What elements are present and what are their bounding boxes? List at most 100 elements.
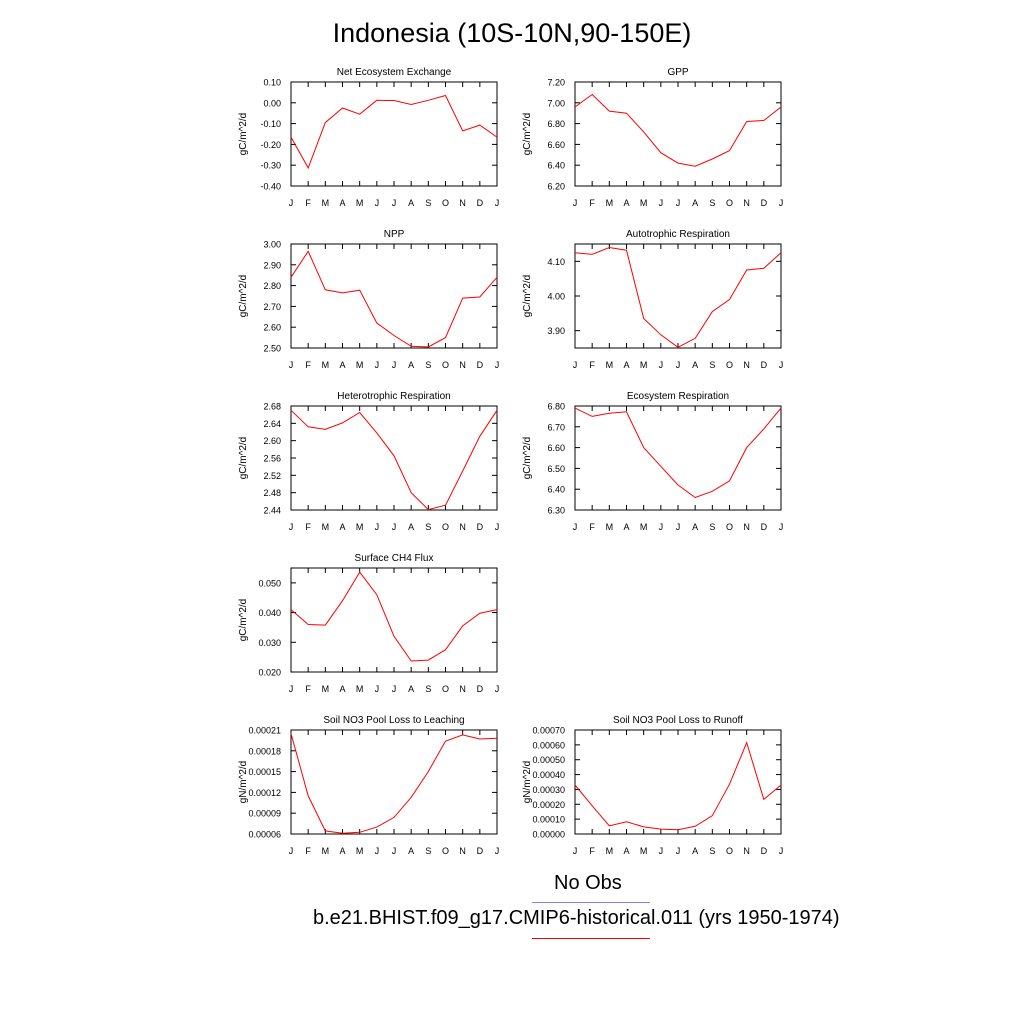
x-tick-label: J (289, 846, 294, 856)
y-tick-label: 6.30 (547, 506, 565, 516)
x-tick-label: J (779, 360, 784, 370)
y-tick-label: 0.030 (258, 638, 281, 648)
x-tick-label: J (392, 684, 397, 694)
x-tick-label: D (477, 522, 484, 532)
x-tick-label: J (495, 684, 500, 694)
x-tick-label: A (623, 846, 629, 856)
x-tick-label: M (356, 846, 364, 856)
x-tick-label: S (425, 846, 431, 856)
y-axis-label: gN/m^2/d (238, 761, 249, 804)
x-tick-label: O (726, 522, 733, 532)
y-tick-label: 2.64 (263, 419, 281, 429)
plot-frame (575, 244, 781, 348)
plot-frame (575, 82, 781, 186)
panel-title: NPP (384, 229, 405, 240)
series-line (575, 248, 781, 348)
y-axis-label: gC/m^2/d (238, 275, 249, 318)
y-tick-label: 6.60 (547, 140, 565, 150)
x-tick-label: M (322, 198, 330, 208)
x-tick-label: J (676, 522, 681, 532)
y-tick-label: 2.52 (263, 471, 281, 481)
x-tick-label: N (459, 360, 466, 370)
chart-panel-1: Net Ecosystem ExchangegC/m^2/dJ F M A M J J A S O… (238, 67, 499, 208)
y-tick-label: 6.40 (547, 161, 565, 171)
x-tick-label: A (408, 684, 414, 694)
x-tick-label: F (305, 198, 311, 208)
y-tick-label: 2.80 (263, 281, 281, 291)
x-tick-label: S (709, 360, 715, 370)
x-tick-label: N (459, 522, 466, 532)
x-tick-label: M (356, 360, 364, 370)
y-axis-label: gC/m^2/d (522, 275, 533, 318)
x-tick-label: M (322, 522, 330, 532)
x-tick-label: J (495, 846, 500, 856)
x-tick-label: J (659, 198, 664, 208)
x-tick-label: N (743, 522, 750, 532)
series-line (291, 572, 497, 661)
x-tick-label: A (408, 846, 414, 856)
x-tick-label: N (743, 360, 750, 370)
x-tick-label: S (425, 198, 431, 208)
y-tick-label: 0.00010 (532, 815, 565, 825)
plot-frame (291, 568, 497, 672)
x-tick-label: J (289, 198, 294, 208)
x-tick-label: J (659, 522, 664, 532)
x-tick-label: A (692, 846, 698, 856)
x-tick-label: M (356, 522, 364, 532)
x-tick-label: J (495, 360, 500, 370)
x-tick-label: O (442, 846, 449, 856)
x-tick-label: S (709, 522, 715, 532)
plot-frame (291, 244, 497, 348)
x-tick-label: D (477, 198, 484, 208)
x-tick-label: A (692, 360, 698, 370)
y-tick-label: 3.90 (547, 326, 565, 336)
x-tick-label: J (289, 360, 294, 370)
x-tick-label: J (573, 846, 578, 856)
x-tick-label: M (356, 684, 364, 694)
legend-line-model-run (532, 938, 650, 939)
y-tick-label: 6.70 (547, 422, 565, 432)
y-tick-label: -0.30 (260, 161, 281, 171)
x-tick-label: J (375, 684, 380, 694)
x-tick-label: J (392, 360, 397, 370)
x-tick-label: O (442, 198, 449, 208)
x-tick-label: F (589, 522, 595, 532)
y-tick-label: 2.50 (263, 344, 281, 354)
x-tick-label: A (408, 198, 414, 208)
x-tick-label: J (392, 198, 397, 208)
panel-title: Soil NO3 Pool Loss to Leaching (323, 715, 464, 726)
x-tick-label: J (676, 198, 681, 208)
x-tick-label: N (459, 198, 466, 208)
x-tick-label: J (289, 522, 294, 532)
x-tick-label: O (726, 198, 733, 208)
chart-panel-5: Heterotrophic RespirationgC/m^2/dJ F M A M J J… (238, 391, 499, 532)
x-tick-label: J (676, 360, 681, 370)
y-axis-label: gC/m^2/d (238, 113, 249, 156)
x-tick-label: A (339, 198, 345, 208)
x-tick-label: M (640, 522, 648, 532)
panel-title: Soil NO3 Pool Loss to Runoff (613, 715, 743, 726)
y-tick-label: -0.10 (260, 119, 281, 129)
x-tick-label: M (640, 198, 648, 208)
y-tick-label: 0.00040 (532, 770, 565, 780)
y-tick-label: 4.10 (547, 257, 565, 267)
x-tick-label: S (425, 360, 431, 370)
y-tick-label: 2.48 (263, 488, 281, 498)
x-tick-label: O (442, 522, 449, 532)
y-tick-label: 6.50 (547, 464, 565, 474)
legend-line-no-obs (532, 902, 650, 903)
y-tick-label: 7.20 (547, 78, 565, 88)
x-tick-label: F (305, 522, 311, 532)
x-tick-label: M (606, 360, 614, 370)
x-tick-label: J (779, 198, 784, 208)
panel-title: Autotrophic Respiration (626, 229, 730, 240)
x-tick-label: J (392, 846, 397, 856)
y-tick-label: 0.00015 (248, 767, 281, 777)
x-tick-label: S (425, 684, 431, 694)
x-tick-label: M (640, 360, 648, 370)
y-tick-label: 0.00000 (532, 830, 565, 840)
x-tick-label: M (322, 684, 330, 694)
y-tick-label: 6.40 (547, 485, 565, 495)
